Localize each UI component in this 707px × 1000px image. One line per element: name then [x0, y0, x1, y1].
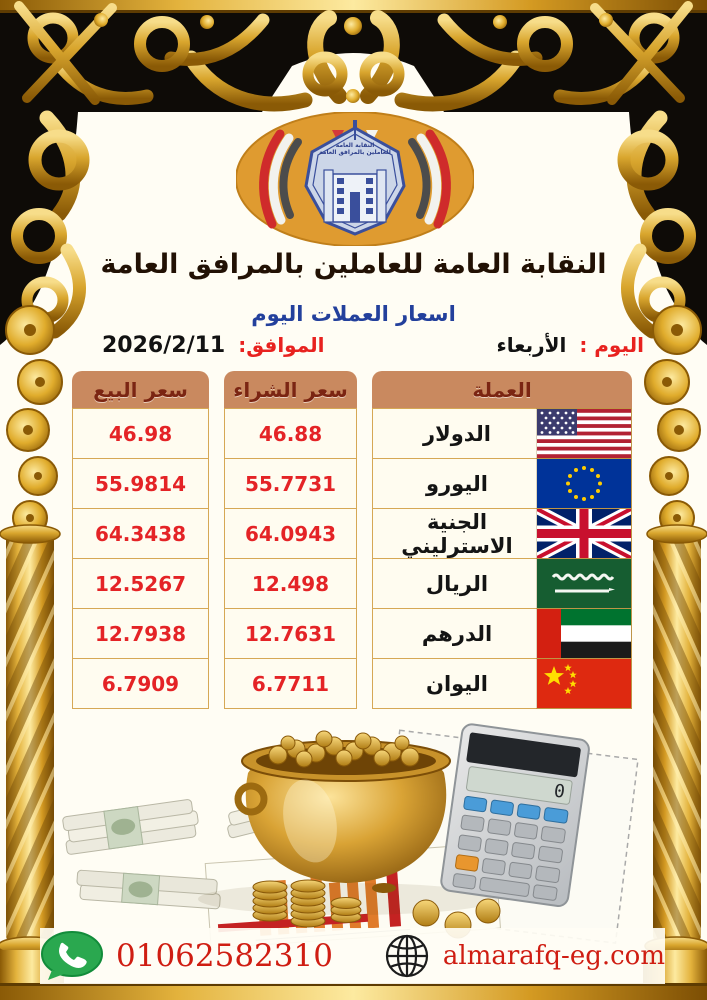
- table-row: الريال 12.498 12.5267: [72, 558, 632, 609]
- buy-rate: 12.7631: [244, 621, 337, 646]
- saudi-flag-icon: [537, 559, 631, 608]
- date-row: اليوم : الأربعاء الموافق: 2026/2/11: [96, 333, 644, 358]
- china-flag-icon: [537, 659, 631, 708]
- globe-icon: [383, 932, 431, 980]
- currency-cell-sar: الريال: [372, 558, 632, 609]
- currency-cell-usd: الدولار: [372, 408, 632, 459]
- usa-flag-icon: [537, 409, 631, 458]
- gold-pot: [234, 730, 451, 893]
- table-row: الدرهم 12.7631 12.7938: [72, 608, 632, 659]
- date-part: الموافق: 2026/2/11: [96, 333, 325, 358]
- currency-name: اليوان: [426, 671, 488, 696]
- buy-rate: 12.498: [251, 571, 330, 596]
- sell-rate: 55.9814: [94, 471, 187, 496]
- page-subtitle: اسعار العملات اليوم: [251, 302, 456, 326]
- header-buy-price: سعر الشراء: [224, 371, 357, 409]
- whatsapp-icon: [40, 930, 104, 982]
- org-title: النقابة العامة للعاملين بالمرافق العامة: [100, 249, 607, 280]
- currency-cell-cny: اليوان: [372, 658, 632, 709]
- uk-flag-icon: [537, 509, 631, 558]
- sell-rate: 6.7909: [101, 671, 180, 696]
- buy-rate: 64.0943: [244, 521, 337, 546]
- table-header-row: العملة سعر الشراء سعر البيع: [72, 371, 632, 409]
- sell-rate: 46.98: [108, 421, 173, 446]
- union-logo: النقابة العامة للعاملين بالمرافق العامة: [235, 111, 475, 247]
- calculator: 0: [440, 723, 590, 908]
- date-value: 2026/2/11: [102, 333, 226, 358]
- currency-cell-eur: اليورو: [372, 458, 632, 509]
- emblem-line2: للعاملين بالمرافق العامة: [319, 149, 391, 156]
- table-row: الجنية الاسترليني 64.0943 64.3438: [72, 508, 632, 559]
- sell-rate: 12.7938: [94, 621, 187, 646]
- phone-number: 01062582310: [116, 938, 333, 974]
- sell-rate: 64.3438: [94, 521, 187, 546]
- eu-flag-icon: [537, 459, 631, 508]
- table-row: اليوان 6.7711 6.7909: [72, 658, 632, 709]
- currency-cell-gbp: الجنية الاسترليني: [372, 508, 632, 559]
- day-value: الأربعاء: [496, 333, 567, 357]
- table-row: الدولار 46.88 46.98: [72, 408, 632, 459]
- money-gold-illustration: 0: [58, 703, 648, 949]
- day-label: اليوم :: [579, 333, 644, 357]
- buy-rate: 6.7711: [251, 671, 330, 696]
- buy-rate: 55.7731: [244, 471, 337, 496]
- date-label: الموافق:: [238, 333, 325, 357]
- currency-name: الدرهم: [421, 621, 493, 646]
- emblem-line1: النقابة العامة: [335, 142, 375, 149]
- phone-contact: 01062582310: [40, 930, 333, 982]
- day-part: اليوم : الأربعاء: [491, 333, 644, 357]
- sell-rate: 12.5267: [94, 571, 187, 596]
- currency-name: الريال: [425, 571, 489, 596]
- website-contact: almarafq-eg.com: [383, 932, 665, 980]
- gold-coin-stacks: [252, 879, 501, 939]
- emblem-text: النقابة العامة للعاملين بالمرافق العامة: [306, 142, 404, 156]
- table-row: اليورو 55.7731 55.9814: [72, 458, 632, 509]
- website-url: almarafq-eg.com: [442, 941, 665, 971]
- header-currency: العملة: [372, 371, 632, 409]
- rates-table: العملة سعر الشراء سعر البيع: [72, 371, 632, 709]
- buy-rate: 46.88: [258, 421, 323, 446]
- calculator-display: 0: [553, 780, 567, 802]
- uae-flag-icon: [537, 609, 631, 658]
- header-sell-price: سعر البيع: [72, 371, 209, 409]
- currency-name: اليورو: [426, 471, 488, 496]
- footer-contacts: 01062582310 almarafq-eg.com: [40, 928, 665, 984]
- currency-cell-aed: الدرهم: [372, 608, 632, 659]
- currency-name: الدولار: [423, 421, 491, 446]
- currency-name: الجنية الاسترليني: [401, 509, 513, 558]
